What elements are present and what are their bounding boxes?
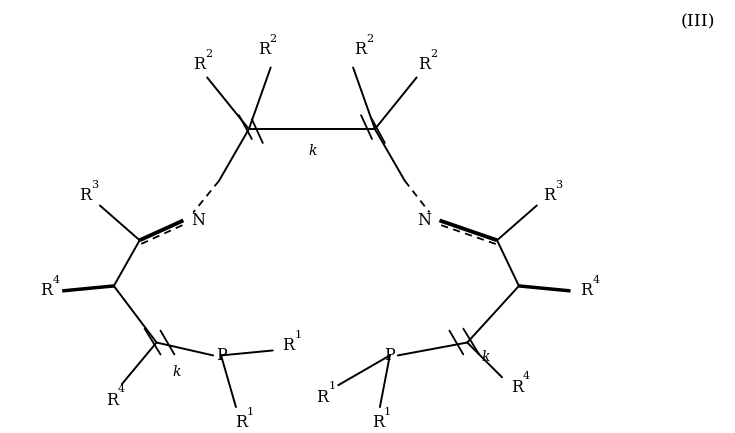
Text: P: P [215,347,226,364]
Text: R: R [316,389,329,406]
Text: 4: 4 [523,371,530,381]
Text: R: R [106,391,118,409]
Text: R: R [235,414,247,431]
Text: N: N [417,212,431,229]
Text: R: R [40,282,52,299]
Text: 2: 2 [205,48,212,58]
Text: R: R [282,337,295,354]
Text: R: R [372,414,384,431]
Text: R: R [418,56,431,73]
Text: R: R [354,41,366,58]
Text: 2: 2 [431,48,437,58]
Text: P: P [384,347,395,364]
Text: R: R [258,41,270,58]
Text: 1: 1 [295,330,301,339]
Text: 3: 3 [91,180,98,190]
Text: R: R [511,379,523,396]
Text: 4: 4 [52,275,60,285]
Text: 1: 1 [384,407,391,417]
Text: (III): (III) [681,13,715,30]
Text: 3: 3 [555,180,562,190]
Text: 4: 4 [118,384,125,394]
Text: R: R [542,187,555,204]
Text: 1: 1 [247,407,254,417]
Text: N: N [191,212,205,229]
Text: k: k [308,144,317,158]
Text: R: R [581,282,592,299]
Text: R: R [79,187,91,204]
Text: R: R [193,56,205,73]
Text: 1: 1 [329,381,335,391]
Text: k: k [172,365,181,379]
Text: 4: 4 [592,275,600,285]
Text: 2: 2 [270,34,277,44]
Text: k: k [481,350,490,365]
Text: 2: 2 [366,34,373,44]
